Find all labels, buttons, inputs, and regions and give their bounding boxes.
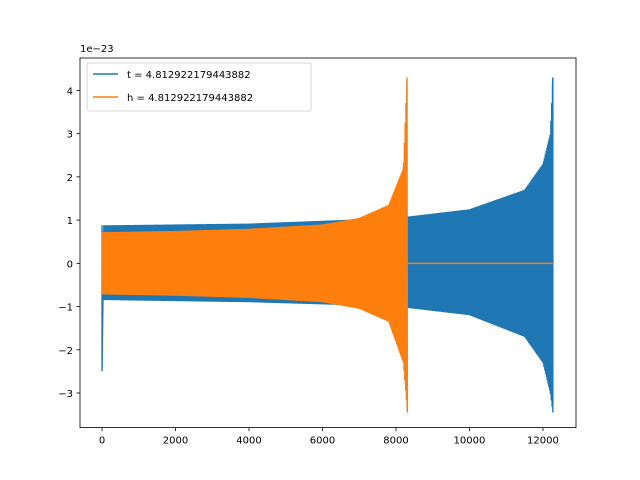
x-tick-label: 10000 <box>454 436 486 447</box>
legend-label-t: t = 4.812922179443882 <box>127 70 251 81</box>
x-tick-label: 12000 <box>527 436 559 447</box>
y-tick-label: 4 <box>67 86 73 97</box>
x-tick-label: 4000 <box>236 436 261 447</box>
y-tick-label: −1 <box>58 303 73 314</box>
plot-area <box>101 77 554 413</box>
x-axis: 0 2000 4000 6000 8000 10000 12000 <box>99 427 559 447</box>
axes-frame <box>79 57 577 429</box>
y-axis: −3 −2 −1 0 1 2 3 4 <box>58 86 80 400</box>
y-tick-label: −3 <box>58 389 73 400</box>
series-h <box>101 77 554 413</box>
x-tick-label: 6000 <box>310 436 335 447</box>
x-tick-label: 2000 <box>163 436 188 447</box>
legend: t = 4.812922179443882 h = 4.812922179443… <box>86 62 312 112</box>
y-tick-label: 2 <box>67 173 73 184</box>
series-line-osc <box>101 77 409 413</box>
y-tick-label: −2 <box>58 346 73 357</box>
y-tick-label: 1 <box>67 216 73 227</box>
y-tick-label: 3 <box>67 130 73 141</box>
x-tick-label: 8000 <box>383 436 408 447</box>
legend-label-h: h = 4.812922179443882 <box>127 93 253 104</box>
y-tick-label: 0 <box>67 259 73 270</box>
legend-box <box>86 62 312 112</box>
y-offset-label: 1e−23 <box>80 44 114 55</box>
x-tick-label: 0 <box>99 436 105 447</box>
